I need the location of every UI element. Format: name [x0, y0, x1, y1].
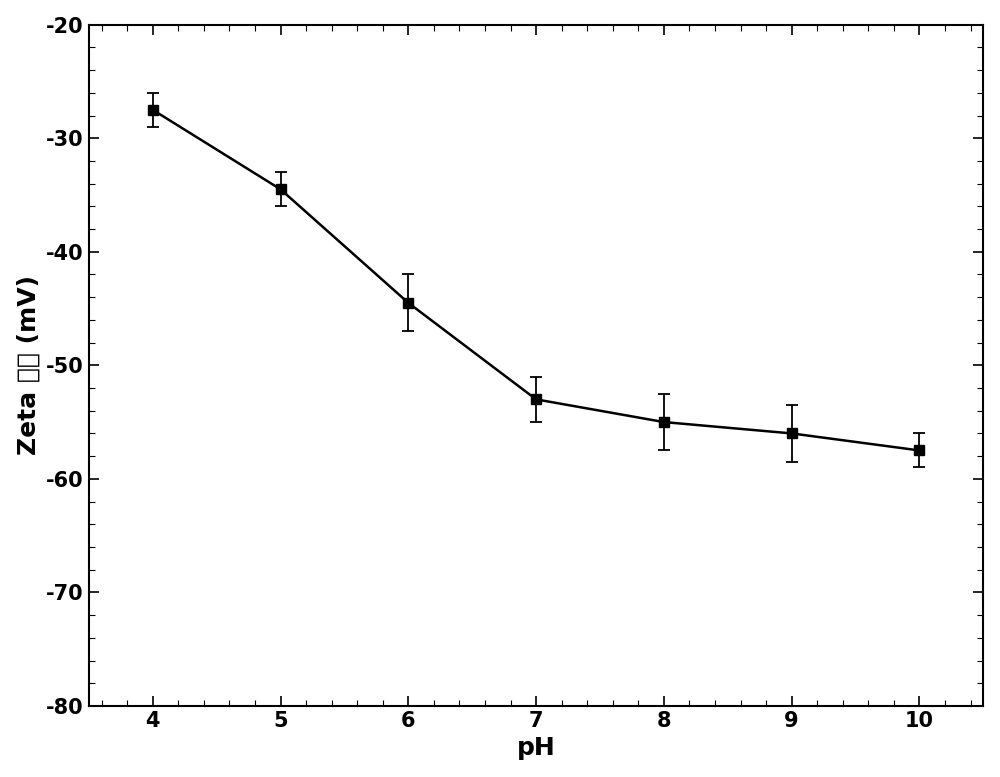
Y-axis label: Zeta 电势 (mV): Zeta 电势 (mV)	[17, 275, 41, 455]
X-axis label: pH: pH	[517, 737, 555, 761]
